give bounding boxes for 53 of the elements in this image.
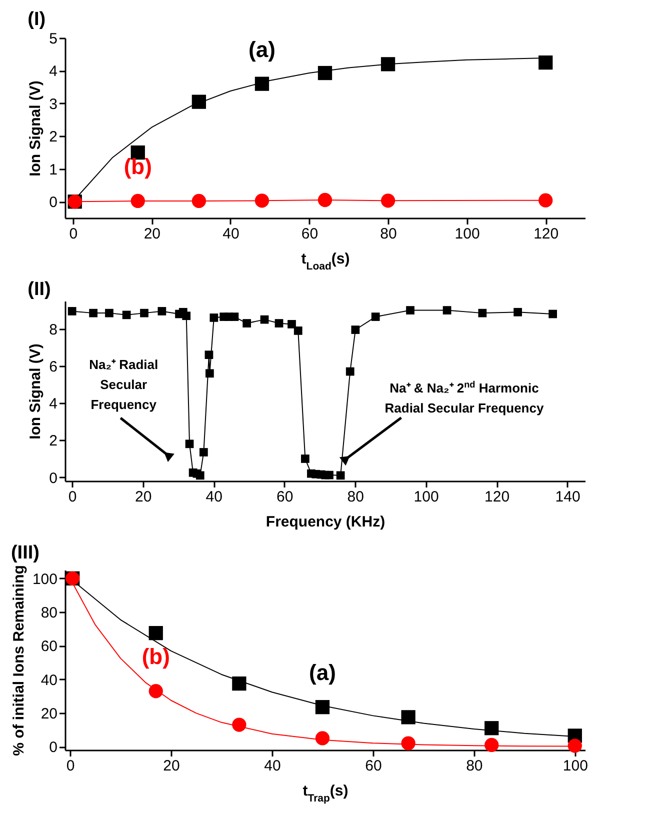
y-tick-label: 100 (32, 570, 58, 588)
x-tick-label: 120 (534, 226, 559, 242)
series-label: (b) (124, 154, 152, 179)
y-tick-label: 6 (49, 358, 58, 376)
x-axis-title: t$_{Trap}$(s) (302, 782, 348, 804)
y-tick-label: 40 (40, 672, 58, 689)
y-tick-label: 2 (49, 128, 58, 146)
series-label: (b) (142, 644, 170, 670)
y-axis-title: Ion Signal (V) (27, 80, 44, 176)
y-axis-title: % of initial Ions Remaining (10, 565, 28, 756)
y-tick-label: 2 (49, 432, 58, 450)
x-tick-label: 20 (134, 488, 152, 506)
x-tick-label: 0 (66, 758, 75, 774)
x-tick-label: 40 (264, 758, 281, 774)
x-tick-label: 40 (206, 488, 222, 506)
x-tick-label: 80 (347, 488, 364, 506)
x-tick-label: 60 (276, 488, 294, 506)
y-tick-label: 80 (40, 604, 58, 622)
x-tick-label: 0 (69, 226, 78, 242)
x-tick-label: 60 (301, 226, 318, 242)
chart-title: (III) (10, 542, 40, 564)
y-tick-label: 4 (49, 63, 58, 80)
y-tick-label: 0 (49, 194, 58, 212)
y-tick-label: 20 (40, 705, 58, 722)
annotation: Na₂⁺ Radial Secular Frequency (89, 357, 158, 412)
x-tick-label: 40 (222, 226, 240, 242)
annotation: Na⁺ & Na₂⁺ 2$^{nd}$ Harmonic Radial Secular Frequency (384, 380, 544, 416)
x-tick-label: 0 (68, 488, 77, 506)
x-tick-label: 80 (380, 226, 397, 242)
x-tick-label: 20 (163, 758, 180, 774)
y-tick-label: 0 (49, 739, 58, 756)
y-tick-label: 8 (49, 321, 58, 338)
chart-title: (II) (28, 279, 51, 300)
x-tick-label: 120 (484, 488, 510, 506)
x-tick-label: 100 (562, 758, 588, 774)
x-tick-label: 100 (454, 226, 480, 242)
x-axis-title: Frequency (KHz) (266, 514, 386, 530)
y-tick-label: 1 (49, 161, 58, 178)
x-tick-label: 60 (365, 758, 382, 774)
y-tick-label: 3 (49, 96, 58, 113)
y-axis-title: Ion Signal (V) (27, 344, 44, 440)
x-tick-label: 20 (144, 226, 161, 242)
y-tick-label: 0 (49, 470, 58, 487)
series-label: (a) (309, 660, 336, 686)
series-label: (a) (248, 36, 276, 62)
x-tick-label: 100 (414, 488, 439, 506)
y-tick-label: 60 (40, 638, 58, 656)
x-tick-label: 140 (555, 488, 580, 506)
y-tick-label: 4 (49, 396, 58, 413)
y-tick-label: 5 (49, 30, 58, 48)
chart-title: (I) (28, 9, 46, 30)
x-axis-title: t$_{Load}$(s) (301, 250, 350, 272)
x-tick-label: 80 (466, 758, 483, 774)
